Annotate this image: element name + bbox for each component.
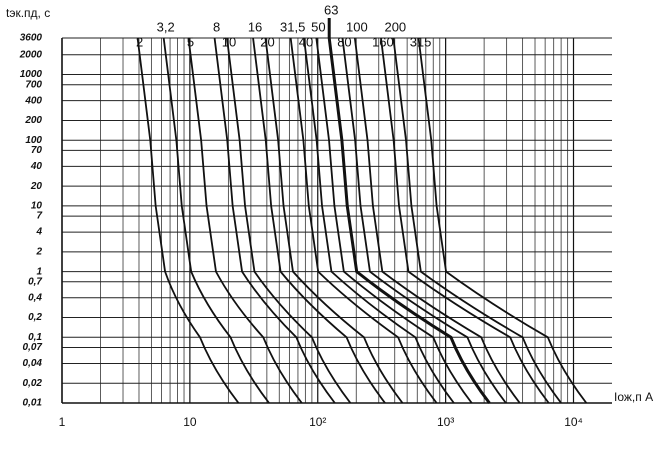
y-tick-label: 3600: [20, 33, 43, 44]
x-tick-label: 10: [183, 415, 197, 429]
curve: [380, 37, 550, 404]
y-tick-label: 0,1: [28, 332, 42, 343]
curve: [252, 37, 386, 404]
x-tick-label: 1: [59, 415, 66, 429]
y-tick-label: 10: [31, 201, 43, 212]
curve: [303, 37, 455, 404]
series-label: 63: [324, 2, 338, 17]
curve: [289, 37, 438, 404]
curve: [417, 37, 588, 404]
series-label: 50: [311, 19, 325, 34]
y-tick-label: 40: [30, 161, 43, 172]
y-tick-label: 0,04: [23, 358, 43, 369]
y-tick-label: 0,4: [28, 292, 42, 303]
y-tick-label: 7: [36, 211, 42, 222]
x-tick-label: 10⁴: [564, 415, 583, 429]
y-tick-label: 200: [24, 115, 42, 126]
curve: [341, 37, 507, 404]
curve: [226, 37, 352, 404]
series-label: 160: [372, 34, 394, 49]
curve: [327, 37, 491, 404]
y-tick-label: 4: [35, 227, 42, 238]
curve: [136, 37, 240, 404]
series-label: 5: [187, 34, 194, 49]
x-axis-label: Iож,п А: [614, 390, 653, 404]
curve: [315, 37, 473, 404]
series-label: 31,5: [280, 19, 305, 34]
y-tick-label: 100: [25, 135, 42, 146]
curve: [162, 37, 270, 404]
y-tick-label: 400: [24, 95, 42, 106]
y-tick-label: 0,01: [23, 398, 43, 409]
series-label: 3,2: [157, 19, 175, 34]
series-label: 80: [337, 34, 351, 49]
series-label: 315: [410, 34, 432, 49]
y-tick-label: 0,07: [23, 342, 43, 353]
series-label: 20: [260, 34, 274, 49]
x-tick-label: 10²: [309, 415, 326, 429]
y-tick-label: 2000: [19, 49, 43, 60]
y-tick-label: 700: [25, 79, 42, 90]
y-tick-label: 70: [31, 145, 43, 156]
y-tick-label: 20: [30, 181, 43, 192]
series-label: 2: [136, 34, 143, 49]
x-tick-label: 10³: [437, 415, 454, 429]
y-tick-label: 0,02: [23, 378, 43, 389]
y-tick-label: 0,7: [28, 276, 42, 287]
series-label: 16: [248, 19, 262, 34]
series-label: 40: [299, 34, 313, 49]
curve: [213, 37, 336, 404]
y-tick-label: 2: [35, 246, 42, 257]
curve: [353, 37, 521, 404]
series-label: 200: [384, 19, 406, 34]
series-label: 10: [222, 34, 236, 49]
y-tick-label: 0,2: [28, 312, 42, 323]
y-axis-label: tэк.пд, с: [6, 6, 50, 20]
series-label: 100: [346, 19, 368, 34]
series-label: 8: [213, 19, 220, 34]
y-tick-label: 1000: [20, 69, 43, 80]
y-tick-label: 1: [36, 266, 42, 277]
curve: [264, 37, 404, 404]
curve: [392, 37, 562, 404]
curve: [187, 37, 303, 404]
